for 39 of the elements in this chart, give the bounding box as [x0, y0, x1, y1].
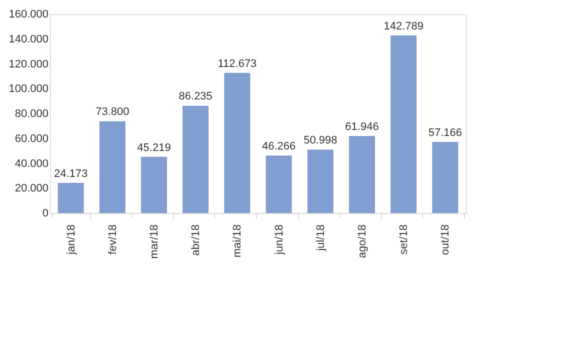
y-tick-label: 0: [42, 208, 48, 220]
x-tick-label: jul/18: [314, 224, 327, 252]
bar: [224, 72, 250, 213]
data-label: 73.800: [96, 106, 130, 118]
data-label: 61.946: [345, 120, 379, 133]
x-tick-label: ago/18: [356, 224, 368, 258]
x-tick-label: out/18: [440, 224, 452, 256]
bar: [390, 35, 417, 213]
y-tick-label: 20.000: [14, 182, 48, 195]
y-tick-label: 120.000: [8, 58, 48, 70]
x-tick-label: fev/18: [106, 224, 119, 254]
x-tick-label: jan/18: [65, 224, 78, 256]
y-tick-label: 80.000: [14, 108, 48, 120]
bar: [182, 106, 209, 213]
y-tick-label: 60.000: [14, 132, 48, 145]
data-label: 112.673: [218, 58, 257, 70]
data-label: 24.173: [54, 168, 88, 180]
data-label: 50.998: [304, 134, 338, 147]
x-tick-label: abr/18: [190, 224, 202, 256]
data-label: 46.266: [262, 140, 296, 152]
data-label: 142.789: [384, 20, 424, 32]
y-tick-label: 100.000: [8, 83, 48, 96]
data-label: 57.166: [428, 126, 462, 139]
data-label: 45.219: [137, 142, 171, 154]
bar: [99, 121, 126, 213]
bar: [58, 182, 84, 213]
y-tick-label: 140.000: [8, 33, 48, 46]
x-tick-label: mai/18: [232, 224, 244, 258]
bar: [266, 155, 292, 213]
bar: [432, 142, 458, 213]
bar: [307, 150, 334, 213]
y-tick-label: 160.000: [8, 8, 48, 20]
x-tick-label: mar/18: [148, 224, 160, 259]
y-tick-label: 40.000: [14, 158, 48, 170]
data-label: 86.235: [178, 90, 212, 103]
bar: [349, 136, 375, 213]
x-tick-label: jun/18: [273, 224, 286, 256]
x-tick-label: set/18: [398, 224, 410, 254]
bar: [141, 156, 167, 213]
